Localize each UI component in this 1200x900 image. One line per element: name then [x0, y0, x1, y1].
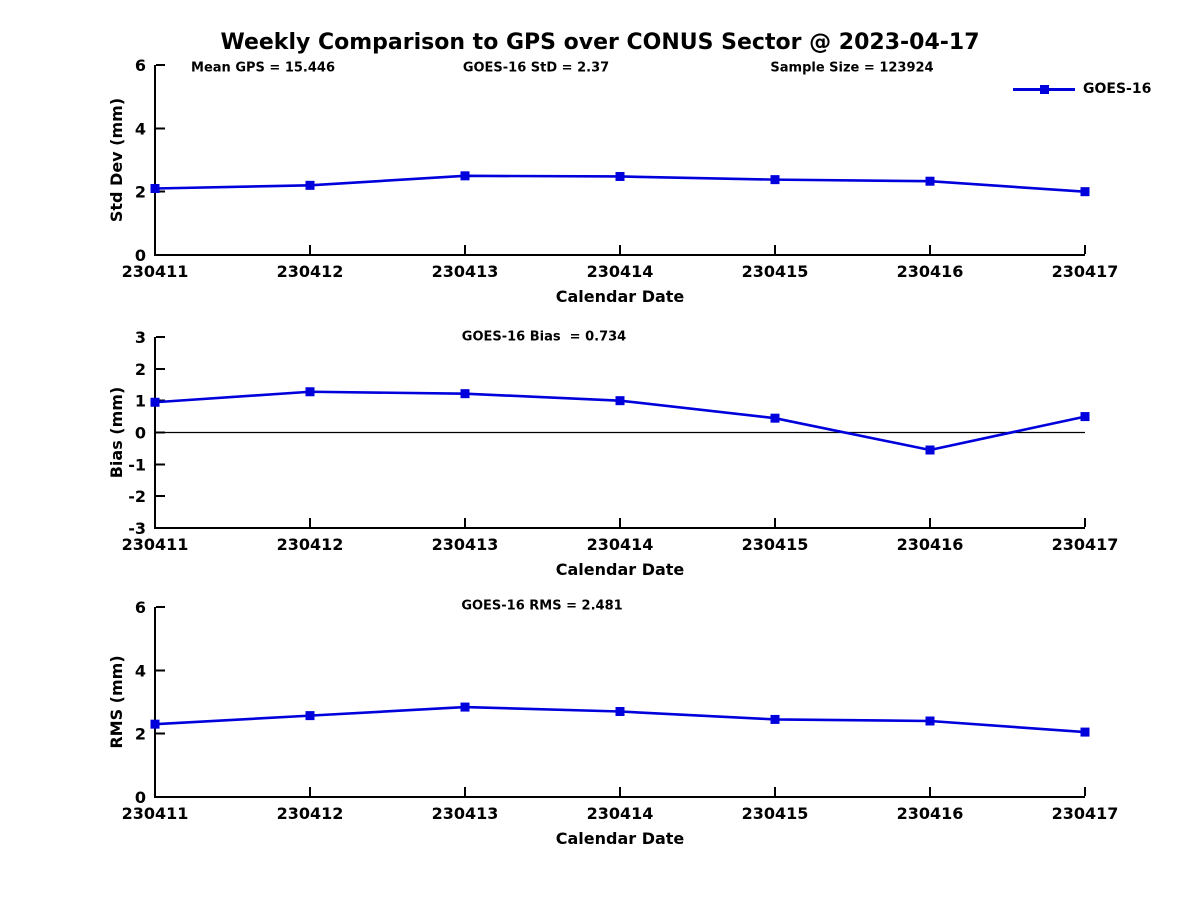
y-tick-label: -1: [128, 455, 146, 474]
y-axis-label: RMS (mm): [107, 655, 126, 748]
x-tick-label: 230417: [1052, 535, 1119, 554]
series-marker: [150, 184, 160, 193]
subplot-std-dev: 0 2 4 6 230411 230412 230413 230414 230415 230416…: [107, 56, 1118, 306]
series-marker: [460, 702, 470, 712]
x-tick-label: 230416: [897, 804, 964, 823]
series-marker: [925, 445, 935, 455]
y-tick-label: 4: [135, 119, 146, 138]
y-tick-label: 0: [135, 424, 146, 443]
chart-title: Weekly Comparison to GPS over CONUS Sect…: [220, 30, 980, 55]
series-marker: [770, 175, 780, 185]
x-tick-label: 230416: [897, 262, 964, 281]
x-tick-label: 230413: [432, 262, 499, 281]
x-tick-label: 230411: [122, 535, 189, 554]
series-marker: [925, 176, 935, 186]
x-axis-label: Calendar Date: [556, 829, 685, 848]
series-marker: [150, 719, 160, 729]
x-tick-label: 230416: [897, 535, 964, 554]
annotation-sample-size: Sample Size = 123924: [770, 60, 934, 76]
x-tick-label: 230414: [587, 262, 654, 281]
series-marker: [460, 389, 470, 399]
x-tick-label: 230414: [587, 804, 654, 823]
series-marker: [925, 716, 935, 726]
x-tick-label: 230412: [277, 535, 344, 554]
series-marker: [305, 180, 315, 190]
x-axis-label: Calendar Date: [556, 287, 685, 306]
x-tick-label: 230415: [742, 804, 809, 823]
series-marker: [1080, 412, 1090, 422]
legend: GOES-16: [1013, 81, 1151, 97]
y-tick-label: 2: [135, 360, 146, 379]
y-axis-label: Std Dev (mm): [107, 98, 126, 222]
x-tick-label: 230412: [277, 262, 344, 281]
y-tick-label: 6: [135, 598, 146, 617]
annotation-goes16-rms: GOES-16 RMS = 2.481: [461, 598, 623, 614]
series-marker: [770, 413, 780, 423]
x-tick-label: 230417: [1052, 262, 1119, 281]
y-tick-label: 3: [135, 328, 146, 347]
x-tick-label: 230411: [122, 262, 189, 281]
y-tick-label: 1: [135, 392, 146, 411]
series-marker: [770, 714, 780, 724]
y-tick-label: -2: [128, 487, 146, 506]
x-tick-label: 230413: [432, 804, 499, 823]
y-tick-label: -3: [128, 519, 146, 538]
legend-square-marker-icon: [1040, 84, 1049, 94]
y-tick-label: 0: [135, 246, 146, 265]
x-axis-label: Calendar Date: [556, 560, 685, 579]
series-marker: [615, 396, 625, 406]
y-tick-label: 2: [135, 725, 146, 744]
x-tick-label: 230414: [587, 535, 654, 554]
y-tick-label: 4: [135, 661, 146, 680]
x-tick-label: 230415: [742, 535, 809, 554]
annotation-goes16-std: GOES-16 StD = 2.37: [462, 60, 610, 76]
annotation-goes16-bias: GOES-16 Bias = 0.734: [461, 329, 627, 345]
series-marker: [615, 171, 625, 181]
series-marker: [305, 387, 315, 397]
x-tick-label: 230411: [122, 804, 189, 823]
x-tick-label: 230412: [277, 804, 344, 823]
x-tick-label: 230413: [432, 535, 499, 554]
x-tick-label: 230417: [1052, 804, 1119, 823]
series-marker: [1080, 727, 1090, 737]
y-tick-label: 2: [135, 183, 146, 202]
legend-line-icon: [1013, 84, 1075, 94]
legend-label: GOES-16: [1083, 81, 1152, 97]
subplot-rms: 0 2 4 6 230411 230412 230413 230414 230415 230416…: [107, 598, 1118, 848]
series-marker: [150, 397, 160, 407]
series-marker: [615, 707, 625, 716]
y-tick-label: 0: [135, 788, 146, 807]
series-marker: [460, 171, 470, 181]
y-tick-label: 6: [135, 56, 146, 75]
y-axis-label: Bias (mm): [107, 387, 126, 479]
x-tick-label: 230415: [742, 262, 809, 281]
annotation-mean-gps: Mean GPS = 15.446: [191, 60, 335, 76]
series-marker: [305, 711, 315, 721]
series-marker: [1080, 187, 1090, 197]
